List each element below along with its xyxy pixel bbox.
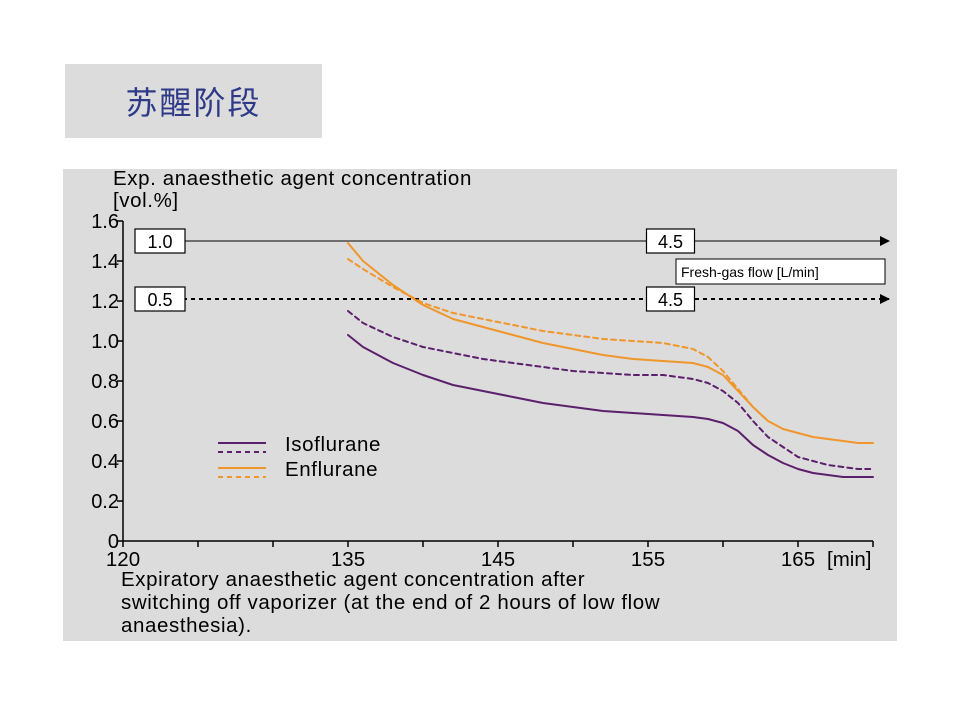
y-tick-label: 0.2 [91,491,119,513]
flow-value-box [645,286,696,312]
flow-legend-label: Fresh-gas flow [L/min] [681,264,819,280]
line-chart: Exp. anaesthetic agent concentration [vo… [91,169,890,571]
y-tick-label: 1.4 [91,251,119,273]
y-tick-label: 0.6 [91,411,119,433]
flow-start-label: 0.5 [147,290,172,310]
x-tick-label: 165 [781,548,815,571]
flow-switch-label: 4.5 [658,290,683,310]
y-tick-label: 0 [108,531,119,553]
caption-line: Expiratory anaesthetic agent concentrati… [121,568,586,591]
y-tick-label: 1.0 [91,331,119,353]
series-line-enflurane-dashed [347,258,769,422]
x-tick-label: 135 [331,548,365,571]
caption-line: anaesthesia). [121,614,252,637]
chart-panel: Exp. anaesthetic agent concentration [vo… [63,169,897,641]
slide-title: 苏醒阶段 [125,84,262,122]
x-tick-label: 145 [481,548,515,571]
flow-legend-box [675,258,886,285]
legend-label: Isoflurane [285,433,381,456]
flow-value-box [134,228,186,254]
y-tick-label: 0.8 [91,371,119,393]
y-tick-label: 1.2 [91,291,119,313]
y-axis-label-line1: Exp. anaesthetic agent concentration [113,169,472,190]
y-tick-label: 0.4 [91,451,119,473]
flow-value-box [645,228,696,254]
x-tick-label: 120 [106,548,140,571]
chart-caption: Expiratory anaesthetic agent concentrati… [121,568,911,637]
legend-label: Enflurane [285,458,378,481]
series-line-enflurane-solid [347,242,874,444]
series-line-isoflurane-dashed [347,310,874,470]
slide-title-box: 苏醒阶段 [65,64,322,138]
flow-value-box [134,286,186,312]
x-axis-unit-label: [min] [827,548,871,571]
y-tick-label: 1.6 [91,211,119,233]
caption-line: switching off vaporizer (at the end of 2… [121,591,661,614]
series-line-isoflurane-solid [347,334,874,478]
y-axis-label-line2: [vol.%] [113,189,179,212]
flow-start-label: 1.0 [147,232,172,252]
x-tick-label: 155 [631,548,665,571]
flow-switch-label: 4.5 [658,232,683,252]
